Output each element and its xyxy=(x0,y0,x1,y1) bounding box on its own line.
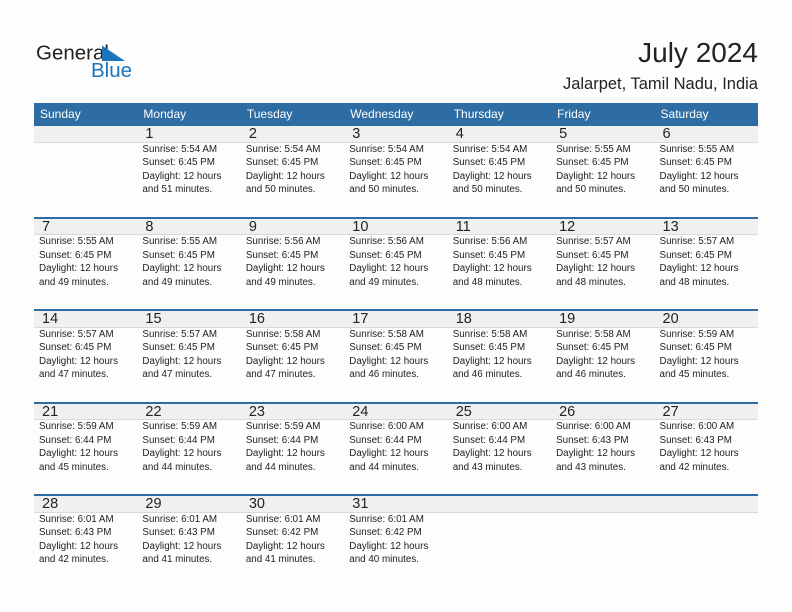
svg-text:Blue: Blue xyxy=(91,59,132,82)
